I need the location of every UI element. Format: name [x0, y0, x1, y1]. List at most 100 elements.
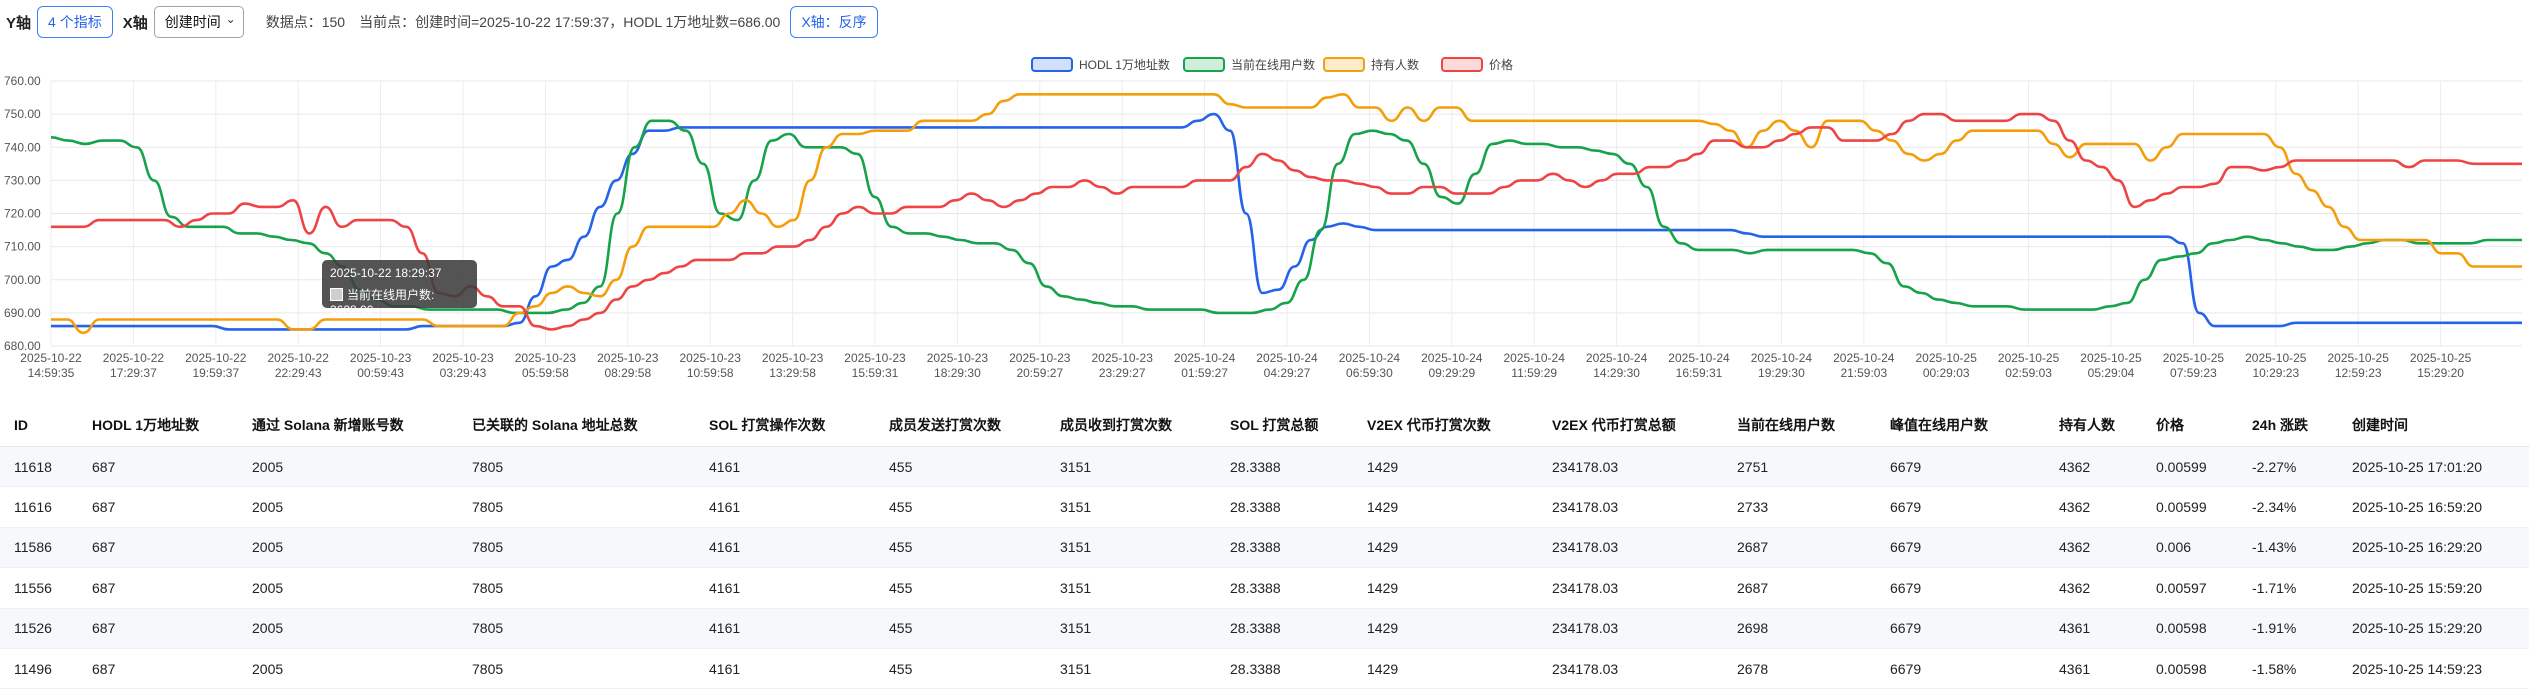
- column-header[interactable]: 通过 Solana 新增账号数: [238, 404, 458, 447]
- column-header[interactable]: SOL 打赏总额: [1216, 404, 1353, 447]
- table-row[interactable]: 11616 687 2005 7805 4161 455 3151 28.3388 1429 23…: [0, 486, 2529, 528]
- table-cell: 28.3388: [1216, 648, 1353, 689]
- table-cell: 1429: [1353, 446, 1538, 488]
- column-header[interactable]: 价格: [2142, 404, 2238, 447]
- x-tick-date: 2025-10-22: [103, 351, 165, 365]
- column-header[interactable]: SOL 打赏操作次数: [695, 404, 875, 447]
- table-cell: 7805: [458, 527, 695, 569]
- table-cell: 4161: [695, 446, 875, 488]
- table-cell: 3151: [1046, 446, 1216, 488]
- table-cell: 7805: [458, 446, 695, 488]
- table-cell: 2005: [238, 486, 458, 528]
- table-cell: 687: [78, 527, 238, 569]
- x-axis-select-value: 创建时间: [164, 14, 221, 30]
- x-tick-date: 2025-10-24: [1586, 351, 1648, 365]
- table-row[interactable]: 11556 687 2005 7805 4161 455 3151 28.3388 1429 23…: [0, 567, 2529, 609]
- chart-svg: 680.00 690.00 700.00 710.00 720.00 730.00 740.…: [4, 57, 2522, 380]
- legend-swatch: [1441, 57, 1483, 72]
- column-header[interactable]: 创建时间: [2338, 404, 2529, 447]
- data-table: ID HODL 1万地址数 通过 Solana 新增账号数 已关联的 Solana 地…: [0, 404, 2529, 689]
- table-cell: -1.43%: [2238, 527, 2338, 569]
- x-tick-time: 16:59:31: [1676, 366, 1723, 380]
- table-cell: 0.00599: [2142, 446, 2238, 488]
- column-header[interactable]: ID: [0, 404, 78, 447]
- x-tick-time: 00:59:43: [357, 366, 404, 380]
- x-tick-date: 2025-10-25: [2080, 351, 2142, 365]
- column-header[interactable]: 24h 涨跌: [2238, 404, 2338, 447]
- x-tick-date: 2025-10-24: [1833, 351, 1895, 365]
- column-header[interactable]: 已关联的 Solana 地址总数: [458, 404, 695, 447]
- legend-label: HODL 1万地址数: [1079, 57, 1170, 72]
- table-cell: 234178.03: [1538, 608, 1723, 649]
- table-cell: 6679: [1876, 527, 2045, 569]
- x-axis-select[interactable]: 创建时间 ⌄: [153, 6, 244, 38]
- x-tick-date: 2025-10-23: [927, 351, 989, 365]
- column-header[interactable]: 成员收到打赏次数: [1046, 404, 1216, 447]
- table-cell: 28.3388: [1216, 567, 1353, 609]
- table-cell: 3151: [1046, 648, 1216, 689]
- table-cell: 4161: [695, 608, 875, 649]
- x-tick-date: 2025-10-23: [680, 351, 742, 365]
- line-chart[interactable]: 680.00 690.00 700.00 710.00 720.00 730.00 740.…: [0, 44, 2529, 394]
- y-tick-label: 760.00: [4, 74, 41, 88]
- x-tick-time: 10:59:58: [687, 366, 734, 380]
- x-tick-time: 05:59:58: [522, 366, 569, 380]
- tooltip-swatch: [330, 288, 343, 301]
- table-cell: 687: [78, 446, 238, 488]
- table-cell: 4362: [2045, 527, 2142, 569]
- x-tick-time: 23:29:27: [1099, 366, 1146, 380]
- x-tick-time: 15:29:20: [2417, 366, 2464, 380]
- legend-swatch: [1323, 57, 1365, 72]
- column-header[interactable]: 当前在线用户数: [1723, 404, 1876, 447]
- x-tick-date: 2025-10-22: [268, 351, 330, 365]
- table-cell: 687: [78, 486, 238, 528]
- table-row[interactable]: 11526 687 2005 7805 4161 455 3151 28.3388 1429 23…: [0, 608, 2529, 649]
- table-cell: 234178.03: [1538, 527, 1723, 569]
- column-header[interactable]: V2EX 代币打赏次数: [1353, 404, 1538, 447]
- table-row[interactable]: 11586 687 2005 7805 4161 455 3151 28.3388 1429 23…: [0, 527, 2529, 569]
- table-cell: 11616: [0, 486, 78, 528]
- current-point-info: 当前点：创建时间=2025-10-22 17:59:37，HODL 1万地址数=…: [359, 14, 781, 30]
- table-header-row: ID HODL 1万地址数 通过 Solana 新增账号数 已关联的 Solana 地…: [0, 404, 2529, 447]
- table-cell: 1429: [1353, 486, 1538, 528]
- x-reverse-button[interactable]: X轴：反序: [790, 6, 878, 38]
- table-cell: 3151: [1046, 608, 1216, 649]
- legend-swatch: [1183, 57, 1225, 72]
- y-tick-label: 690.00: [4, 306, 41, 320]
- table-cell: 4362: [2045, 446, 2142, 488]
- column-header[interactable]: V2EX 代币打赏总额: [1538, 404, 1723, 447]
- table-cell: 28.3388: [1216, 446, 1353, 488]
- table-cell: 2025-10-25 17:01:20: [2338, 446, 2529, 488]
- table-cell: 0.00598: [2142, 648, 2238, 689]
- x-tick-time: 03:29:43: [440, 366, 487, 380]
- x-tick-date: 2025-10-25: [2410, 351, 2472, 365]
- column-header[interactable]: 成员发送打赏次数: [875, 404, 1046, 447]
- table-cell: 4161: [695, 486, 875, 528]
- x-tick-time: 09:29:29: [1428, 366, 1475, 380]
- table-cell: 6679: [1876, 608, 2045, 649]
- table-cell: 2698: [1723, 608, 1876, 649]
- x-tick-time: 00:29:03: [1923, 366, 1970, 380]
- x-tick-date: 2025-10-23: [1009, 351, 1071, 365]
- x-tick-date: 2025-10-23: [432, 351, 494, 365]
- y-axis-label: Y轴: [6, 14, 32, 32]
- x-tick-date: 2025-10-24: [1504, 351, 1566, 365]
- y-tick-label: 720.00: [4, 207, 41, 221]
- y-metrics-button[interactable]: 4 个指标: [37, 6, 113, 38]
- series-line-2: [51, 93, 2522, 335]
- table-cell: 234178.03: [1538, 486, 1723, 528]
- y-tick-label: 700.00: [4, 273, 41, 287]
- table-row[interactable]: 11496 687 2005 7805 4161 455 3151 28.3388 1429 23…: [0, 648, 2529, 689]
- table-cell: 3151: [1046, 527, 1216, 569]
- column-header[interactable]: 峰值在线用户数: [1876, 404, 2045, 447]
- table-cell: 0.00598: [2142, 608, 2238, 649]
- column-header[interactable]: 持有人数: [2045, 404, 2142, 447]
- column-header[interactable]: HODL 1万地址数: [78, 404, 238, 447]
- table-cell: 455: [875, 446, 1046, 488]
- x-tick-date: 2025-10-23: [597, 351, 659, 365]
- x-tick-time: 06:59:30: [1346, 366, 1393, 380]
- x-tick-time: 19:29:30: [1758, 366, 1805, 380]
- x-tick-date: 2025-10-23: [1092, 351, 1154, 365]
- table-cell: 28.3388: [1216, 486, 1353, 528]
- table-row[interactable]: 11618 687 2005 7805 4161 455 3151 28.3388 1429 23…: [0, 446, 2529, 488]
